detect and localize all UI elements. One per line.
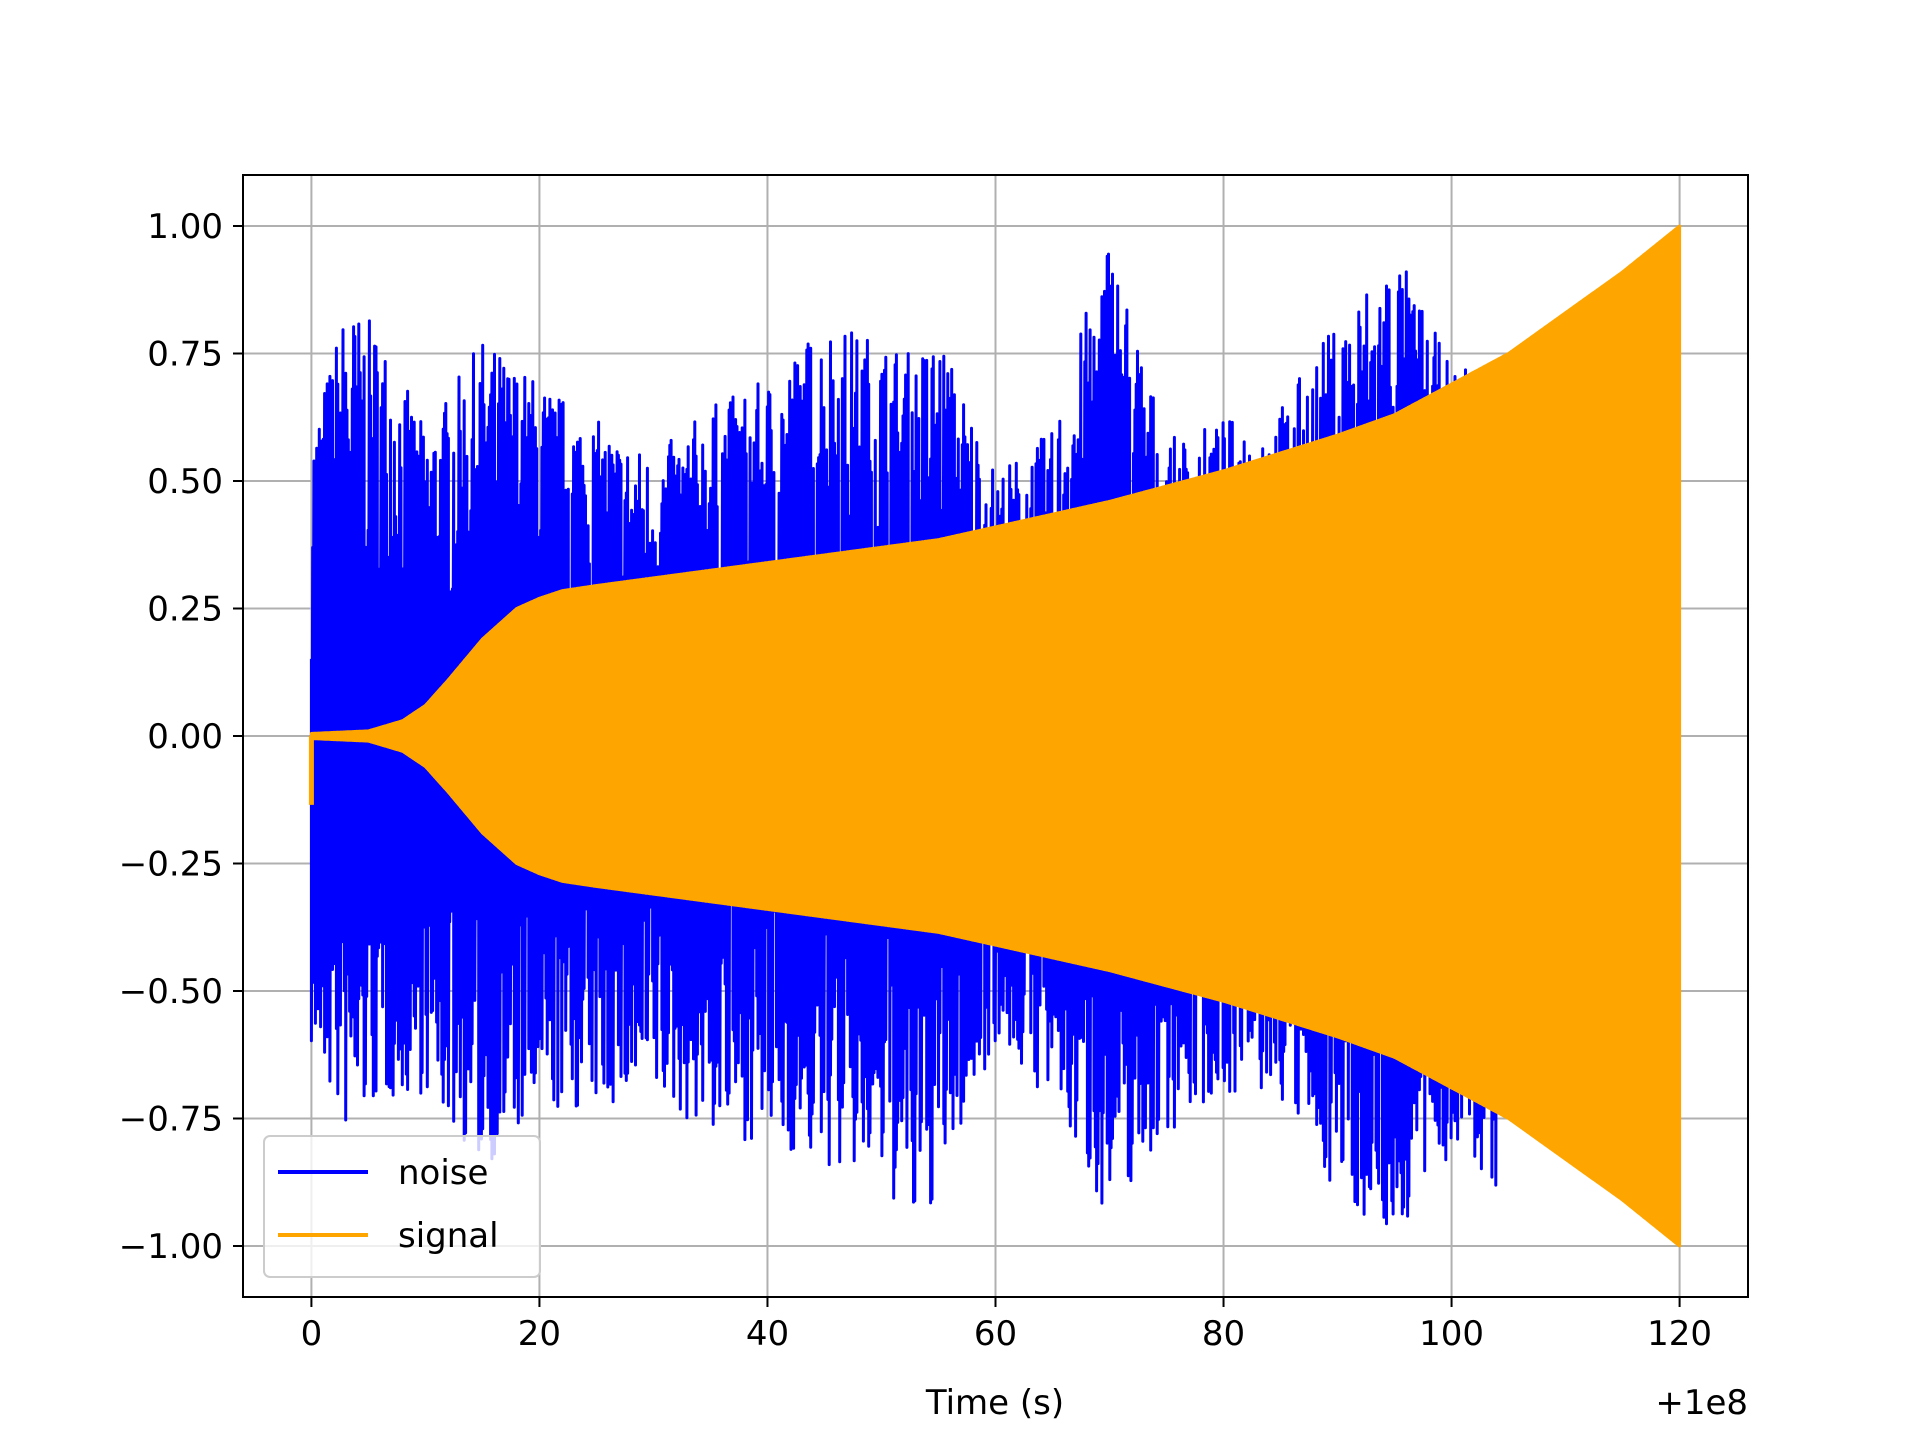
y-tick-label: 0.25 <box>147 590 223 630</box>
x-tick-label: 20 <box>518 1314 561 1354</box>
x-axis-label: Time (s) <box>925 1383 1064 1423</box>
x-tick-label: 120 <box>1647 1314 1712 1354</box>
x-tick-label: 60 <box>974 1314 1017 1354</box>
y-tick-label: 0.75 <box>147 335 223 375</box>
y-tick-label: −0.25 <box>119 845 223 885</box>
y-tick-label: −1.00 <box>119 1227 223 1267</box>
axis-ticks: 0 20 40 60 80 100 120 1.00 0.75 0.50 0.25 0.00 −0.25… <box>119 207 1712 1354</box>
x-tick-label: 0 <box>301 1314 323 1354</box>
series-layer <box>308 224 1682 1248</box>
legend-label-noise: noise <box>398 1153 488 1193</box>
x-tick-label: 40 <box>746 1314 789 1354</box>
legend-label-signal: signal <box>398 1216 499 1256</box>
x-tick-label: 100 <box>1419 1314 1484 1354</box>
legend: noise signal <box>263 1135 541 1278</box>
y-tick-label: −0.50 <box>119 972 223 1012</box>
y-tick-label: 1.00 <box>147 207 223 247</box>
x-offset-label: +1e8 <box>1655 1383 1748 1423</box>
x-tick-label: 80 <box>1202 1314 1245 1354</box>
y-tick-label: 0.50 <box>147 462 223 502</box>
y-tick-label: −0.75 <box>119 1100 223 1140</box>
y-tick-label: 0.00 <box>147 717 223 757</box>
series-signal-band <box>309 224 1682 1248</box>
